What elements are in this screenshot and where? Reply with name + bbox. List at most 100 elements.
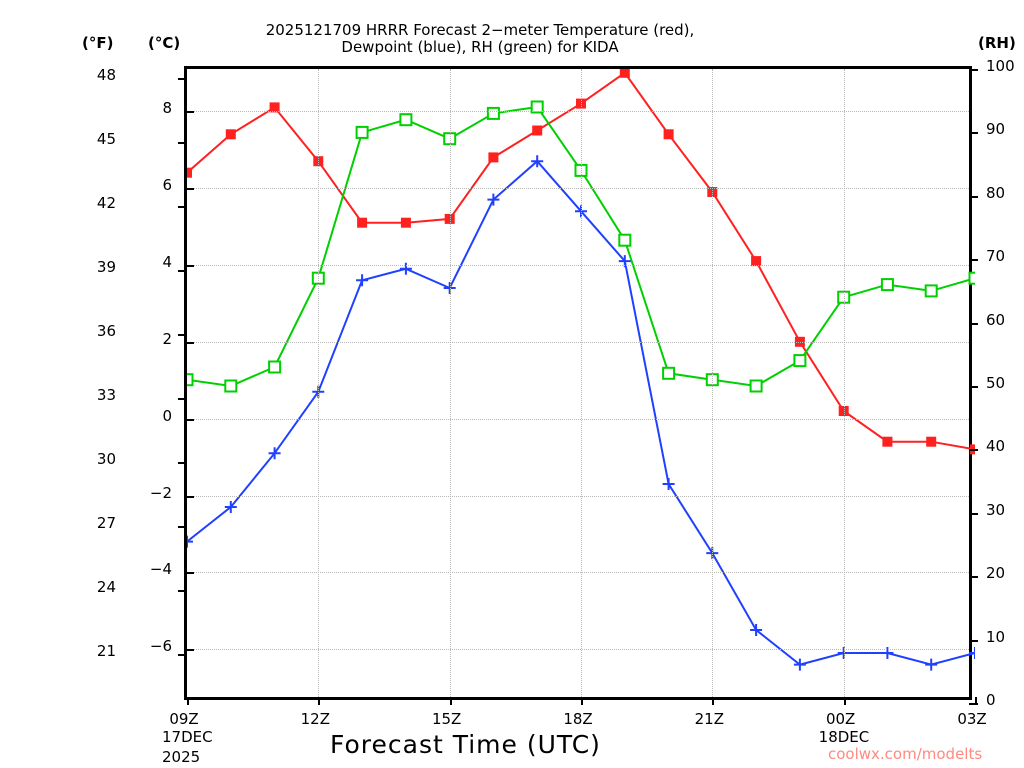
watermark-link[interactable]: coolwx.com/modelts <box>828 745 983 763</box>
data-point-marker <box>225 129 236 140</box>
gridline-vertical <box>843 69 846 697</box>
rh-tick-label: 50 <box>986 374 1006 392</box>
data-point-marker <box>357 217 368 228</box>
fahrenheit-tick-label: 39 <box>96 257 116 276</box>
gridline-vertical <box>581 69 583 697</box>
gridline-horizontal <box>187 649 969 651</box>
fahrenheit-tick-label: 24 <box>96 577 116 596</box>
data-point-marker <box>619 69 630 78</box>
data-point-marker <box>751 256 762 267</box>
tick-time <box>843 697 846 705</box>
tick-rh <box>969 449 978 452</box>
rh-tick-label: 10 <box>986 627 1006 646</box>
data-point-marker <box>924 284 938 298</box>
data-point-marker <box>881 647 894 659</box>
x-tick-label: 21Z <box>694 710 725 728</box>
tick-rh <box>969 132 978 135</box>
celsius-tick-label: −4 <box>149 560 172 579</box>
fahrenheit-tick-label: 42 <box>96 193 116 212</box>
data-point-marker <box>705 373 719 387</box>
x-date-label: 18DEC <box>819 728 870 746</box>
tick-celsius <box>187 264 194 267</box>
gridline-horizontal <box>187 418 969 421</box>
data-point-marker <box>268 360 282 374</box>
data-point-marker <box>925 658 938 671</box>
data-point-marker <box>399 113 413 127</box>
data-point-marker <box>882 436 893 447</box>
tick-celsius <box>187 111 194 114</box>
data-point-marker <box>313 156 324 167</box>
tick-rh <box>969 386 978 388</box>
data-point-marker <box>662 366 676 380</box>
rh-tick-label: 30 <box>986 500 1006 519</box>
data-point-marker <box>399 262 412 275</box>
tick-celsius <box>187 495 194 498</box>
fahrenheit-tick-label: 33 <box>96 385 116 404</box>
gridline-vertical <box>318 69 320 697</box>
rh-tick-label: 90 <box>986 120 1006 139</box>
chart-title-line2: Dewpoint (blue), RH (green) for KIDA <box>341 38 619 56</box>
x-axis-title: Forecast Time (UTC) <box>330 730 601 759</box>
data-point-marker <box>187 535 193 548</box>
data-point-marker <box>618 233 632 247</box>
data-point-marker <box>530 100 544 114</box>
fahrenheit-tick-label: 36 <box>96 321 116 340</box>
tick-rh <box>969 576 978 579</box>
data-point-marker <box>968 271 975 285</box>
rh-tick-label: 0 <box>986 691 996 709</box>
celsius-tick-label: 0 <box>162 406 172 425</box>
x-date-day: 18DEC <box>818 728 870 746</box>
data-point-marker <box>312 385 325 398</box>
tick-rh <box>969 512 978 515</box>
tick-time <box>187 697 189 705</box>
tick-rh <box>969 703 978 705</box>
data-point-marker <box>268 447 281 460</box>
data-point-marker <box>488 152 499 163</box>
tick-rh <box>969 322 978 325</box>
x-tick-label: 15Z <box>431 710 462 728</box>
data-point-marker <box>355 125 369 139</box>
tick-rh <box>969 639 978 642</box>
gridline-horizontal <box>187 341 969 344</box>
celsius-tick-label: −6 <box>149 637 172 656</box>
tick-time <box>449 697 452 705</box>
data-point-marker <box>706 547 719 560</box>
data-point-marker <box>663 129 674 140</box>
tick-celsius <box>187 649 194 652</box>
tick-celsius <box>187 188 194 191</box>
data-point-marker <box>311 271 325 285</box>
gridline-horizontal <box>187 111 969 113</box>
data-point-marker <box>187 373 194 387</box>
data-point-marker <box>750 624 763 636</box>
tick-fahrenheit <box>178 653 187 656</box>
fahrenheit-tick-label: 21 <box>96 641 116 660</box>
tick-fahrenheit <box>178 525 187 528</box>
fahrenheit-tick-label: 48 <box>96 65 116 84</box>
x-date-day: 17DEC <box>162 728 213 746</box>
data-point-marker <box>224 379 238 393</box>
celsius-tick-label: −2 <box>149 483 172 502</box>
data-point-marker <box>707 187 718 197</box>
tick-fahrenheit <box>178 397 187 400</box>
x-tick-label: 09Z <box>169 710 199 728</box>
celsius-axis-unit: (°C) <box>148 34 181 52</box>
tick-fahrenheit <box>178 461 187 464</box>
rh-tick-label: 80 <box>986 183 1006 202</box>
gridline-horizontal <box>187 495 969 498</box>
tick-rh <box>969 69 978 71</box>
data-point-marker <box>486 106 500 120</box>
gridline-horizontal <box>187 572 969 574</box>
tick-fahrenheit <box>178 77 187 80</box>
fahrenheit-tick-label: 27 <box>96 513 116 532</box>
celsius-tick-label: 6 <box>162 176 172 195</box>
tick-time <box>712 697 715 705</box>
gridline-horizontal <box>187 264 969 267</box>
celsius-tick-label: 8 <box>162 99 172 118</box>
data-point-marker <box>793 658 806 671</box>
data-point-marker <box>793 354 807 368</box>
gridline-vertical <box>449 69 452 697</box>
data-point-marker <box>224 501 237 513</box>
data-point-marker <box>926 436 937 447</box>
chart-title: 2025121709 HRRR Forecast 2−meter Tempera… <box>180 22 780 56</box>
rh-tick-label: 60 <box>986 310 1006 329</box>
